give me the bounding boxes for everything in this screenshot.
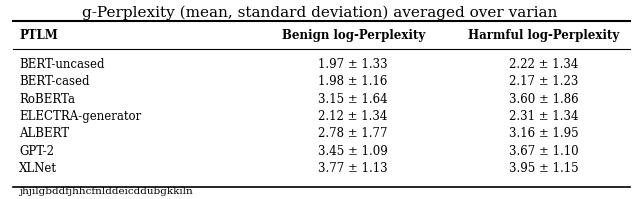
Text: 3.15 ± 1.64: 3.15 ± 1.64 [318, 93, 388, 106]
Text: ALBERT: ALBERT [19, 127, 69, 140]
Text: 2.17 ± 1.23: 2.17 ± 1.23 [509, 75, 579, 89]
Text: 3.45 ± 1.09: 3.45 ± 1.09 [318, 145, 388, 158]
Text: 2.12 ± 1.34: 2.12 ± 1.34 [319, 110, 388, 123]
Text: GPT-2: GPT-2 [19, 145, 54, 158]
Text: ELECTRA-generator: ELECTRA-generator [19, 110, 141, 123]
Text: XLNet: XLNet [19, 162, 57, 175]
Text: 3.67 ± 1.10: 3.67 ± 1.10 [509, 145, 579, 158]
Text: 3.16 ± 1.95: 3.16 ± 1.95 [509, 127, 579, 140]
Text: RoBERTa: RoBERTa [19, 93, 75, 106]
Text: PTLM: PTLM [19, 29, 58, 42]
Text: 3.60 ± 1.86: 3.60 ± 1.86 [509, 93, 579, 106]
Text: g-Perplexity (mean, standard deviation) averaged over varian: g-Perplexity (mean, standard deviation) … [83, 6, 557, 20]
Text: 2.78 ± 1.77: 2.78 ± 1.77 [318, 127, 388, 140]
Text: Benign log-Perplexity: Benign log-Perplexity [282, 29, 425, 42]
Text: 2.22 ± 1.34: 2.22 ± 1.34 [509, 58, 579, 71]
Text: jhjilgbddfjhhcfnlddeicddubgkkiln: jhjilgbddfjhhcfnlddeicddubgkkiln [19, 186, 193, 196]
Text: 1.98 ± 1.16: 1.98 ± 1.16 [319, 75, 388, 89]
Text: 1.97 ± 1.33: 1.97 ± 1.33 [318, 58, 388, 71]
Text: 3.77 ± 1.13: 3.77 ± 1.13 [318, 162, 388, 175]
Text: Harmful log-Perplexity: Harmful log-Perplexity [468, 29, 620, 42]
Text: 2.31 ± 1.34: 2.31 ± 1.34 [509, 110, 579, 123]
Text: 3.95 ± 1.15: 3.95 ± 1.15 [509, 162, 579, 175]
Text: BERT-cased: BERT-cased [19, 75, 90, 89]
Text: BERT-uncased: BERT-uncased [19, 58, 104, 71]
